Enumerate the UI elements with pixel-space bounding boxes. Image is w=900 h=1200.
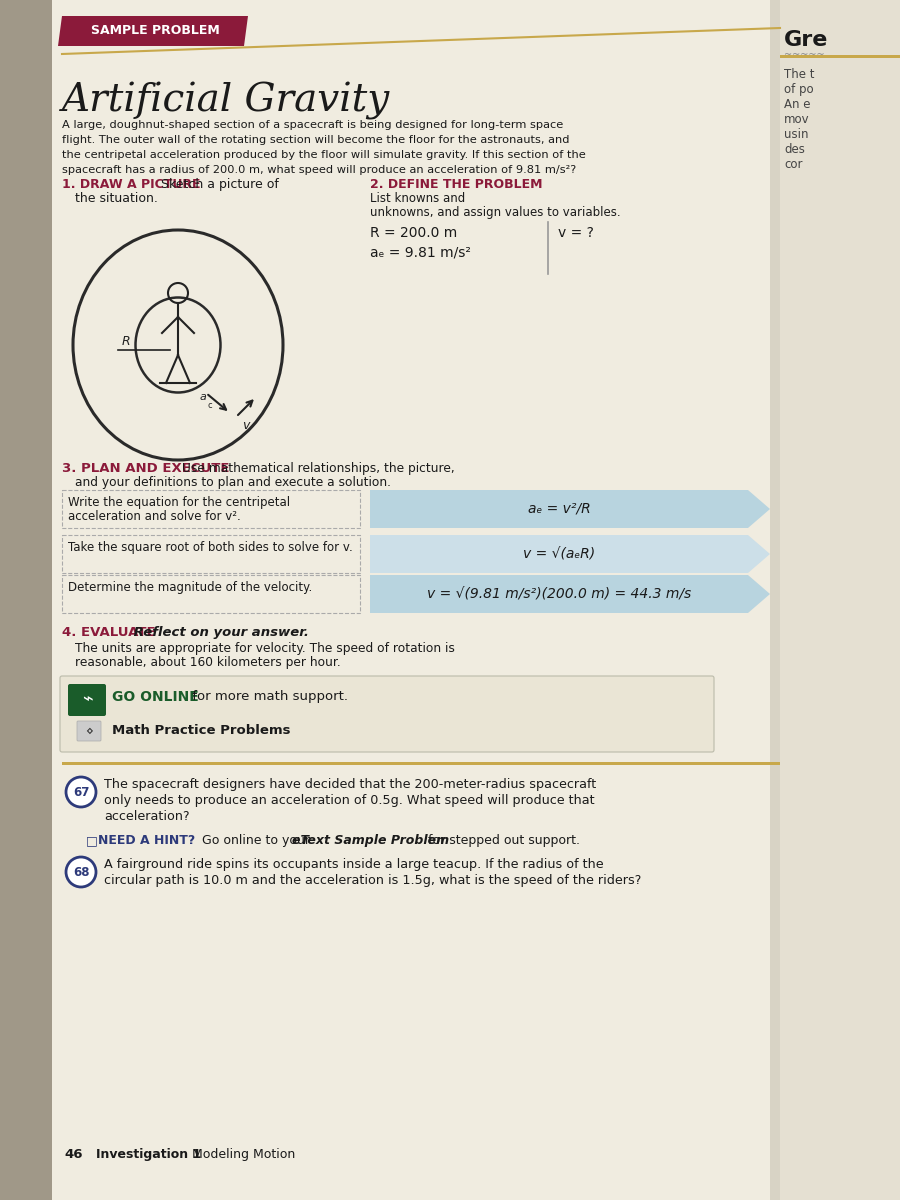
Text: 2. DEFINE THE PROBLEM: 2. DEFINE THE PROBLEM [370,178,543,191]
Text: eText Sample Problem: eText Sample Problem [292,834,449,847]
Bar [370,490,748,528]
Bar [370,575,748,613]
Text: Go online to your: Go online to your [198,834,314,847]
Text: List knowns and: List knowns and [370,192,465,205]
Polygon shape [748,535,770,572]
Text: 46: 46 [64,1148,83,1162]
Text: acceleration and solve for v².: acceleration and solve for v². [68,510,241,523]
Bar [780,0,900,1200]
Text: Determine the magnitude of the velocity.: Determine the magnitude of the velocity. [68,581,312,594]
Text: 4. EVALUATE: 4. EVALUATE [62,626,156,638]
Text: GO ONLINE: GO ONLINE [112,690,199,704]
Polygon shape [748,490,770,528]
Circle shape [66,778,96,806]
Text: Math Practice Problems: Math Practice Problems [112,724,291,737]
Text: only needs to produce an acceleration of 0.5g. What speed will produce that: only needs to produce an acceleration of… [104,794,595,806]
Text: 67: 67 [73,786,89,798]
Text: circular path is 10.0 m and the acceleration is 1.5g, what is the speed of the r: circular path is 10.0 m and the accelera… [104,874,642,887]
Bar [62,535,360,572]
Bar [62,490,360,528]
Text: Investigation 1: Investigation 1 [96,1148,202,1162]
Text: 68: 68 [73,865,89,878]
Text: A large, doughnut-shaped section of a spacecraft is being designed for long-term: A large, doughnut-shaped section of a sp… [62,120,563,130]
FancyBboxPatch shape [77,721,101,740]
Text: a: a [200,392,207,402]
Bar [62,762,780,764]
Text: Write the equation for the centripetal: Write the equation for the centripetal [68,496,290,509]
Polygon shape [58,16,248,46]
Text: cor: cor [784,158,803,170]
Polygon shape [748,575,770,613]
Bar [0,0,52,1200]
Text: SAMPLE PROBLEM: SAMPLE PROBLEM [91,24,220,37]
Text: 3. PLAN AND EXECUTE: 3. PLAN AND EXECUTE [62,462,230,475]
Text: of po: of po [784,83,814,96]
Text: R = 200.0 m: R = 200.0 m [370,226,457,240]
Text: the situation.: the situation. [75,192,158,205]
Text: the centripetal acceleration produced by the floor will simulate gravity. If thi: the centripetal acceleration produced by… [62,150,586,160]
Text: reasonable, about 160 kilometers per hour.: reasonable, about 160 kilometers per hou… [75,656,341,670]
Text: Reflect on your answer.: Reflect on your answer. [129,626,309,638]
Text: ⌁: ⌁ [82,691,93,709]
Text: and your definitions to plan and execute a solution.: and your definitions to plan and execute… [75,476,391,490]
Text: Take the square root of both sides to solve for v.: Take the square root of both sides to so… [68,541,353,554]
Text: An e: An e [784,98,811,110]
Text: Gre: Gre [784,30,828,50]
Text: Sketch a picture of: Sketch a picture of [158,178,279,191]
Bar [780,55,900,58]
Text: for stepped out support.: for stepped out support. [424,834,580,847]
Text: acceleration?: acceleration? [104,810,190,823]
Text: aₑ = v²/R: aₑ = v²/R [527,502,590,516]
FancyBboxPatch shape [68,684,106,716]
Text: □: □ [86,834,98,847]
FancyBboxPatch shape [60,676,714,752]
Text: The spacecraft designers have decided that the 200-meter-radius spacecraft: The spacecraft designers have decided th… [104,778,596,791]
Text: NEED A HINT?: NEED A HINT? [98,834,195,847]
Text: spacecraft has a radius of 200.0 m, what speed will produce an acceleration of 9: spacecraft has a radius of 200.0 m, what… [62,164,576,175]
Text: v = ?: v = ? [558,226,594,240]
Text: ⋄: ⋄ [86,725,93,738]
Text: The t: The t [784,68,814,80]
Text: Use mathematical relationships, the picture,: Use mathematical relationships, the pict… [178,462,454,475]
Text: 1. DRAW A PICTURE: 1. DRAW A PICTURE [62,178,201,191]
Text: Modeling Motion: Modeling Motion [184,1148,295,1162]
Text: usin: usin [784,128,808,140]
Bar [62,575,360,613]
Text: A fairground ride spins its occupants inside a large teacup. If the radius of th: A fairground ride spins its occupants in… [104,858,604,871]
Text: Artificial Gravity: Artificial Gravity [62,82,391,120]
Text: v = √(9.81 m/s²)(200.0 m) = 44.3 m/s: v = √(9.81 m/s²)(200.0 m) = 44.3 m/s [427,587,691,601]
Text: flight. The outer wall of the rotating section will become the floor for the ast: flight. The outer wall of the rotating s… [62,134,570,145]
Text: des: des [784,143,805,156]
Text: v = √(aₑR): v = √(aₑR) [523,547,595,560]
Text: c: c [207,401,211,410]
Text: v: v [242,419,249,432]
Bar [52,0,780,1200]
Bar [770,0,780,1200]
Text: for more math support.: for more math support. [188,690,348,703]
Text: ~~~~~: ~~~~~ [784,50,824,60]
Bar [370,535,748,572]
Text: unknowns, and assign values to variables.: unknowns, and assign values to variables… [370,206,621,218]
Text: mov: mov [784,113,810,126]
Text: The units are appropriate for velocity. The speed of rotation is: The units are appropriate for velocity. … [75,642,454,655]
Text: R: R [122,335,130,348]
Circle shape [66,857,96,887]
Text: aₑ = 9.81 m/s²: aₑ = 9.81 m/s² [370,246,471,260]
